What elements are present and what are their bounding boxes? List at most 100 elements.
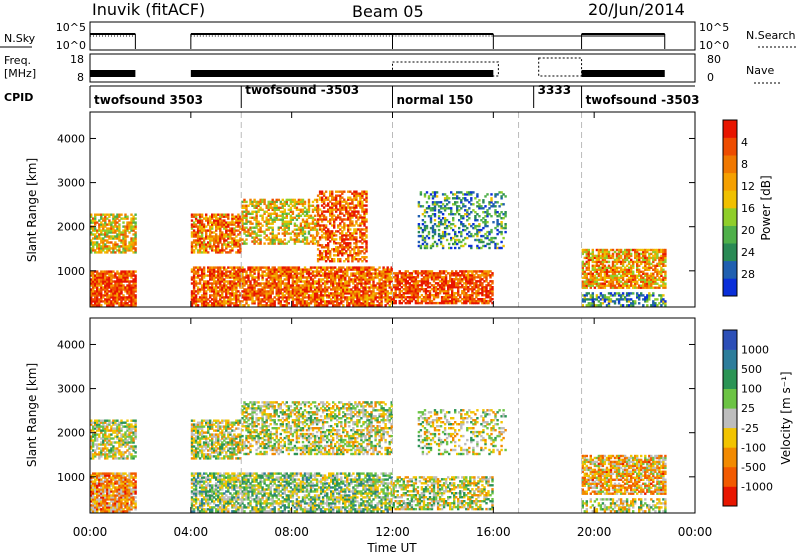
power-cell (241, 296, 244, 299)
power-cell (291, 298, 295, 301)
power-cell (132, 296, 135, 299)
power-cell (219, 227, 222, 230)
power-cell (124, 288, 127, 291)
power-cell (317, 284, 321, 287)
power-cell (257, 298, 260, 301)
power-cell (245, 276, 248, 279)
power-cell (116, 294, 119, 297)
power-cell (247, 266, 250, 269)
power-cell (219, 274, 222, 277)
power-cell (200, 227, 204, 230)
power-cell (126, 247, 129, 250)
power-cell (122, 296, 125, 299)
power-cell (194, 223, 198, 226)
power-cell (227, 213, 230, 216)
power-cell (211, 249, 214, 252)
power-cell (303, 266, 307, 269)
power-cell (321, 274, 325, 277)
power-cell (299, 274, 303, 277)
power-cell (132, 282, 135, 285)
power-cell (229, 237, 232, 240)
power-cell (313, 288, 317, 291)
power-cell (128, 223, 131, 226)
power-cell (316, 232, 320, 235)
power-cell (96, 272, 99, 275)
power-cell (196, 237, 200, 240)
power-cell (223, 266, 226, 269)
power-cell (211, 288, 214, 291)
power-cell (190, 243, 194, 246)
power-cell (90, 219, 93, 222)
power-cell (132, 239, 135, 242)
power-cell (301, 284, 305, 287)
power-cell (303, 280, 307, 283)
power-cell (421, 219, 425, 222)
power-cell (235, 217, 238, 220)
power-cell (112, 284, 115, 287)
power-cell (92, 270, 95, 273)
power-cell (311, 278, 315, 281)
power-cell (241, 286, 244, 289)
power-cell (277, 284, 280, 287)
power-cell (106, 286, 109, 289)
power-cell (194, 276, 198, 279)
power-cell (205, 243, 208, 246)
freq-unit-label: [MHz] (4, 67, 36, 80)
power-cell (120, 298, 123, 301)
power-cell (360, 266, 363, 269)
power-cell (427, 236, 431, 240)
power-cell (245, 296, 248, 299)
power-cell (319, 294, 323, 297)
power-cell (221, 296, 224, 299)
power-cell (263, 274, 266, 277)
power-cell (225, 215, 228, 218)
power-cell (134, 213, 137, 216)
power-cell (202, 290, 206, 293)
power-cell (112, 219, 115, 222)
power-cell (130, 288, 133, 291)
power-cell (301, 276, 305, 279)
power-cell (112, 227, 115, 230)
power-region-0 (90, 270, 137, 307)
power-cell (307, 272, 311, 275)
power-cell (289, 294, 293, 297)
power-cell (213, 290, 216, 293)
power-cell (285, 298, 288, 301)
power-cell (100, 298, 103, 301)
power-cell (269, 288, 272, 291)
power-cell (365, 218, 368, 221)
power-cell (271, 282, 274, 285)
power-cell (213, 243, 216, 246)
power-cell (110, 282, 113, 285)
power-cell (291, 280, 295, 283)
power-cell (114, 300, 117, 303)
power-cell (94, 249, 97, 252)
power-cell (267, 272, 270, 275)
power-cell (116, 243, 119, 246)
power-cell (219, 219, 222, 222)
power-cell (281, 298, 284, 301)
power-cell (452, 217, 455, 220)
power-cell (202, 284, 206, 287)
power-cell (213, 280, 216, 283)
power-cell (217, 272, 220, 275)
power-cell (235, 284, 238, 287)
power-cell (249, 286, 252, 289)
power-cell (110, 225, 113, 228)
power-cell (478, 199, 481, 202)
power-cell (273, 266, 276, 269)
power-cell (295, 290, 299, 293)
power-cell (303, 286, 307, 289)
power-cell (293, 288, 297, 291)
power-cell (98, 229, 101, 232)
power-cell (194, 296, 198, 299)
power-cell (293, 266, 297, 269)
power-cell (100, 231, 103, 234)
power-cell (100, 294, 103, 297)
power-cell (311, 292, 315, 295)
power-cell (225, 284, 228, 287)
power-cell (365, 190, 368, 193)
power-cell (297, 278, 301, 281)
